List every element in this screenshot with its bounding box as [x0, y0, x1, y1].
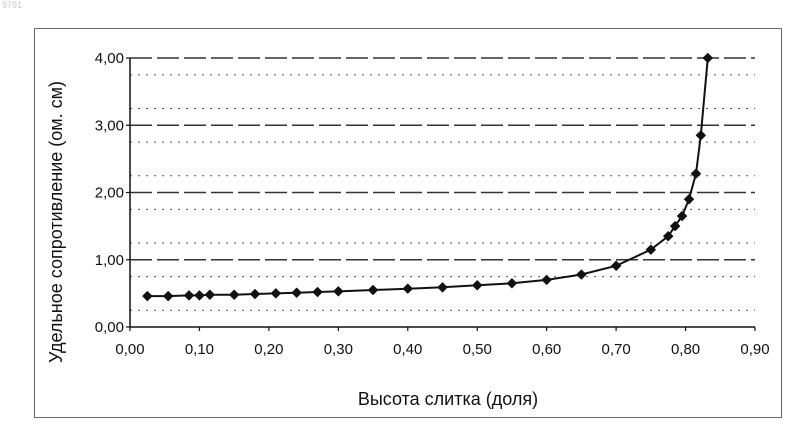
data-point-marker	[271, 288, 281, 298]
data-point-marker	[703, 53, 713, 63]
data-point-marker	[333, 286, 343, 296]
y-tick-label: 2,00	[95, 185, 124, 202]
data-point-marker	[292, 288, 302, 298]
data-point-marker	[142, 291, 152, 301]
x-tick-label: 0,60	[532, 341, 561, 358]
data-point-marker	[229, 290, 239, 300]
data-point-marker	[542, 275, 552, 285]
data-point-marker	[368, 285, 378, 295]
y-tick-label: 4,00	[95, 50, 124, 67]
data-point-marker	[472, 280, 482, 290]
data-point-marker	[184, 290, 194, 300]
data-point-marker	[194, 290, 204, 300]
data-point-marker	[313, 287, 323, 297]
grid-layer	[130, 58, 755, 310]
x-tick-label: 0,50	[463, 341, 492, 358]
data-point-marker	[163, 291, 173, 301]
x-tick-label: 0,80	[671, 341, 700, 358]
x-tick-label: 0,10	[185, 341, 214, 358]
data-point-marker	[696, 130, 706, 140]
data-point-marker	[438, 282, 448, 292]
data-point-marker	[250, 289, 260, 299]
y-tick-label: 1,00	[95, 252, 124, 269]
x-tick-label: 0,40	[393, 341, 422, 358]
series-layer	[142, 53, 712, 301]
y-tick-label: 3,00	[95, 117, 124, 134]
x-tick-label: 0,20	[254, 341, 283, 358]
data-point-marker	[691, 169, 701, 179]
y-axis-title: Удельное сопротивление (ом. см)	[46, 81, 66, 363]
x-axis-title: Высота слитка (доля)	[358, 389, 538, 409]
x-tick-label: 0,30	[324, 341, 353, 358]
data-point-marker	[205, 290, 215, 300]
data-point-marker	[507, 278, 517, 288]
data-point-marker	[611, 261, 621, 271]
data-point-marker	[576, 270, 586, 280]
y-tick-label: 0,00	[95, 319, 124, 336]
tick-layer: 0,00 1,00 2,00 3,00 4,00 0,00 0,10 0,20 0,30 0,40…	[95, 50, 770, 358]
data-point-marker	[403, 284, 413, 294]
data-point-marker	[684, 194, 694, 204]
x-tick-label: 0,90	[740, 341, 769, 358]
x-tick-label: 0,00	[115, 341, 144, 358]
x-tick-label: 0,70	[602, 341, 631, 358]
